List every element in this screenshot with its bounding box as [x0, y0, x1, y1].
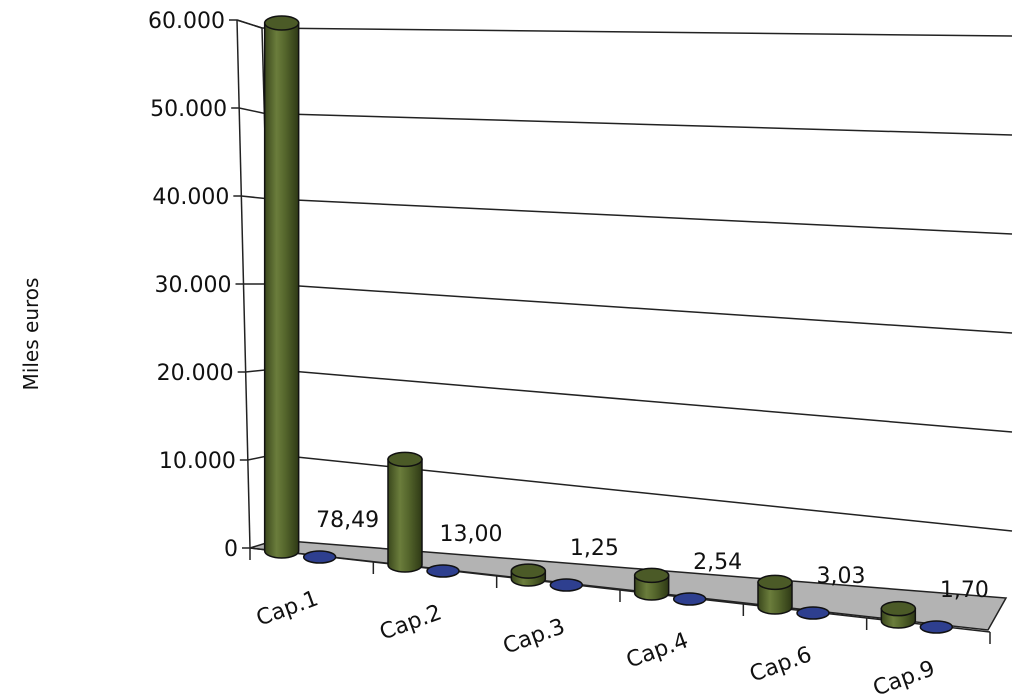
bar-top	[387, 451, 423, 468]
gridline-side	[241, 195, 267, 200]
data-label: 13,00	[440, 522, 503, 547]
data-label: 3,03	[817, 564, 866, 589]
gridline-back	[268, 283, 1013, 334]
x-tick-label: Cap.9	[870, 656, 939, 695]
bar-cylinder	[387, 451, 423, 573]
gridline-side	[239, 107, 265, 115]
bar-top	[880, 600, 917, 617]
bar-disc	[549, 578, 584, 592]
bar-top	[263, 15, 300, 31]
gridlines	[236, 19, 1013, 532]
left-wall-top	[236, 19, 263, 29]
x-tick-label: Cap.6	[747, 642, 816, 687]
data-labels: 78,49 13,00 1,25 2,54 3,03 1,70	[316, 508, 989, 603]
bar-cylinder	[510, 563, 547, 587]
y-tick-label: 0	[224, 537, 238, 562]
gridline-back	[271, 368, 1013, 433]
bar-cylinder	[633, 567, 670, 601]
gridline-back	[273, 453, 1013, 532]
bar-top	[510, 563, 547, 579]
x-tick-label: Cap.3	[500, 614, 569, 659]
bar-body	[263, 22, 300, 559]
y-tick-label: 30.000	[155, 273, 232, 298]
gridline-back	[266, 197, 1013, 235]
y-tick-label: 40.000	[152, 185, 229, 210]
y-axis-title: Miles euros	[19, 278, 43, 391]
gridline-back	[261, 27, 1013, 37]
y-axis-ticks: 0 10.000 20.000 30.000 40.000 50.000 60.000	[148, 9, 250, 562]
bar-disc	[796, 606, 830, 620]
bar-cylinder	[263, 15, 300, 559]
bar-cylinder	[757, 574, 793, 615]
bar-top	[757, 574, 793, 591]
data-label: 78,49	[316, 508, 379, 533]
gridline-back	[264, 112, 1013, 136]
bar-disc	[672, 592, 707, 606]
y-tick-label: 10.000	[159, 449, 236, 474]
data-label: 2,54	[693, 550, 742, 575]
y-tick-label: 20.000	[157, 361, 234, 386]
y-tick-label: 60.000	[148, 9, 225, 34]
bars	[263, 15, 954, 634]
y-tick-label: 50.000	[150, 97, 227, 122]
bar-disc	[302, 550, 337, 564]
bar-body	[757, 581, 793, 615]
bar-disc	[426, 564, 460, 578]
x-tick-label: Cap.1	[253, 586, 322, 631]
bar-cylinder	[880, 600, 917, 629]
bar-top	[633, 567, 670, 584]
x-tick-label: Cap.2	[377, 600, 446, 645]
bar-body	[387, 458, 423, 573]
bar-disc	[919, 620, 954, 634]
data-label: 1,70	[940, 578, 989, 603]
data-label: 1,25	[570, 536, 619, 561]
x-tick-label: Cap.4	[623, 628, 692, 673]
